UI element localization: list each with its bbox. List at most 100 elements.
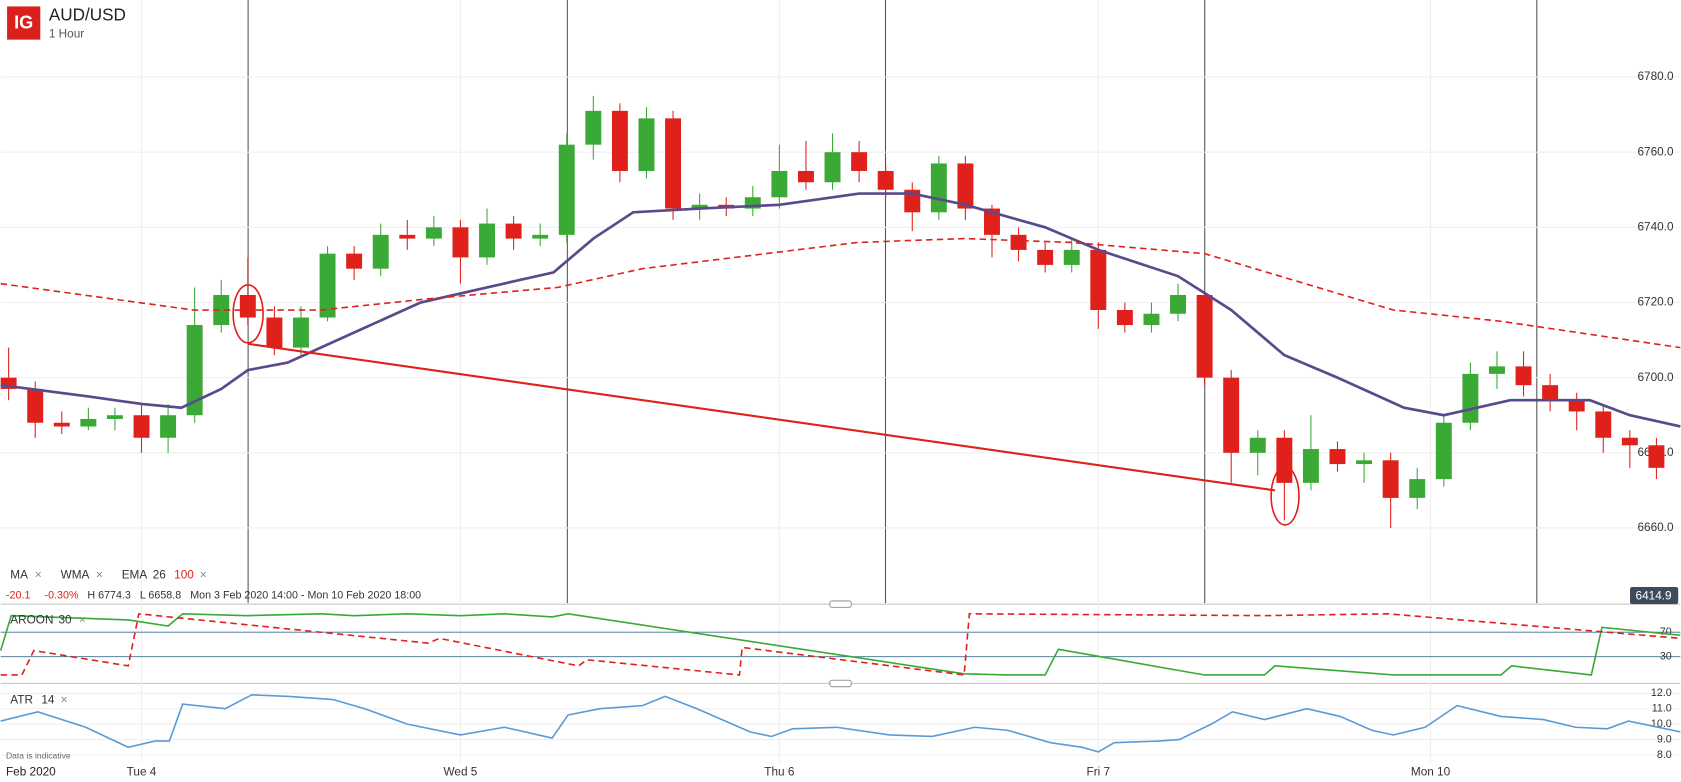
indicator-param: 100 (174, 568, 194, 581)
candle-body (1170, 294, 1187, 314)
x-tick-label: Mon 10 (1411, 765, 1451, 778)
y-tick-label: 10.0 (1651, 718, 1672, 730)
candle-body (984, 208, 1000, 235)
candle-body (771, 170, 788, 198)
candle-body (1515, 366, 1532, 386)
candle-body (1116, 310, 1133, 326)
indicator-param: 30 (59, 613, 73, 626)
candle-body (1356, 460, 1373, 465)
candle-body (797, 170, 814, 183)
remove-icon[interactable]: × (61, 694, 68, 707)
aroon-panel (0, 605, 1681, 683)
x-tick-label: Thu 6 (764, 765, 795, 778)
indicator-label[interactable]: ATR (10, 694, 33, 707)
candle-body (1037, 249, 1054, 265)
candle-body (479, 223, 495, 258)
candle-body (1090, 249, 1107, 311)
candle-body (1435, 422, 1452, 480)
candle-body (877, 170, 894, 190)
y-tick-label: 6760.0 (1637, 145, 1673, 158)
indicator-line (0, 612, 1681, 676)
remove-icon[interactable]: × (200, 568, 207, 581)
candle-body (1542, 385, 1559, 401)
y-tick-label: 30 (1660, 650, 1672, 662)
y-tick-label: 6720.0 (1637, 296, 1673, 309)
change: -20.1 (6, 589, 30, 601)
candle-body (558, 144, 575, 235)
candle-body (611, 110, 628, 171)
instrument-title: AUD/USD (49, 5, 126, 25)
candle-body (851, 152, 868, 171)
high: H 6774.3 (87, 589, 130, 601)
resize-handle[interactable] (829, 600, 852, 608)
indicator-label[interactable]: MA (10, 568, 28, 581)
candle-body (1329, 449, 1346, 465)
remove-icon[interactable]: × (96, 568, 103, 581)
y-tick-label: 70 (1660, 626, 1672, 638)
candle-body (1302, 449, 1319, 483)
indicator-label[interactable]: WMA (61, 568, 90, 581)
candle-body (293, 317, 309, 348)
change-pct: -0.30% (45, 589, 79, 601)
x-start-label: Feb 2020 (6, 765, 56, 778)
candle-body (239, 294, 256, 318)
candle-body (824, 152, 841, 183)
y-tick-label: 6780.0 (1637, 70, 1673, 83)
candle-body (1063, 249, 1080, 265)
candle-body (1462, 373, 1479, 423)
resize-handle[interactable] (829, 679, 852, 688)
candle-body (319, 253, 336, 318)
x-tick-label: Wed 5 (444, 765, 478, 778)
highlight-circle (232, 284, 264, 344)
candle-body (665, 118, 682, 209)
candle-body (1488, 366, 1505, 374)
candle-body (1196, 294, 1213, 378)
candle-body (957, 163, 974, 209)
indicator-label[interactable]: AROON (10, 613, 53, 626)
candle-body (1382, 460, 1399, 498)
candle-body (106, 415, 123, 419)
candle-body (744, 197, 761, 209)
candle-body (399, 234, 416, 239)
candle-body (0, 377, 17, 389)
y-tick-label: 9.0 (1657, 733, 1672, 745)
candle-body (1595, 411, 1612, 438)
candle-body (53, 422, 70, 427)
remove-icon[interactable]: × (35, 568, 42, 581)
candle-body (80, 418, 97, 427)
indicator-label[interactable]: EMA (122, 568, 148, 581)
indicator-param: 26 (153, 568, 167, 581)
y-tick-label: 6700.0 (1637, 371, 1673, 384)
candle-body (1621, 437, 1638, 446)
candle-body (1223, 377, 1240, 453)
candle-body (1648, 445, 1665, 468)
candle-body (532, 234, 549, 239)
candle-body (505, 223, 522, 239)
y-tick-label: 11.0 (1652, 703, 1672, 715)
range: Mon 3 Feb 2020 14:00 - Mon 10 Feb 2020 1… (190, 589, 421, 601)
candle-body (266, 317, 283, 348)
candle-body (1249, 437, 1266, 453)
indicator-line (0, 192, 1681, 428)
candle-body (1143, 313, 1160, 326)
candle-body (930, 163, 947, 213)
trendline (247, 342, 1276, 492)
candle-body (372, 234, 389, 269)
x-tick-label: Tue 4 (127, 765, 157, 778)
candle-body (213, 294, 230, 326)
candle-body (1010, 234, 1027, 250)
remove-icon[interactable]: × (79, 613, 86, 626)
low: L 6658.8 (140, 589, 181, 601)
indicator-line (0, 693, 1681, 753)
candle-body (1276, 437, 1293, 483)
candle-body (346, 253, 363, 269)
highlight-circle (1270, 466, 1300, 526)
candle-body (585, 110, 602, 145)
x-tick-label: Fri 7 (1087, 765, 1111, 778)
candle-body (425, 227, 442, 239)
y-tick-label: 6660.0 (1637, 521, 1673, 534)
y-tick-label: 6740.0 (1637, 220, 1673, 233)
price-tag (1629, 587, 1679, 605)
